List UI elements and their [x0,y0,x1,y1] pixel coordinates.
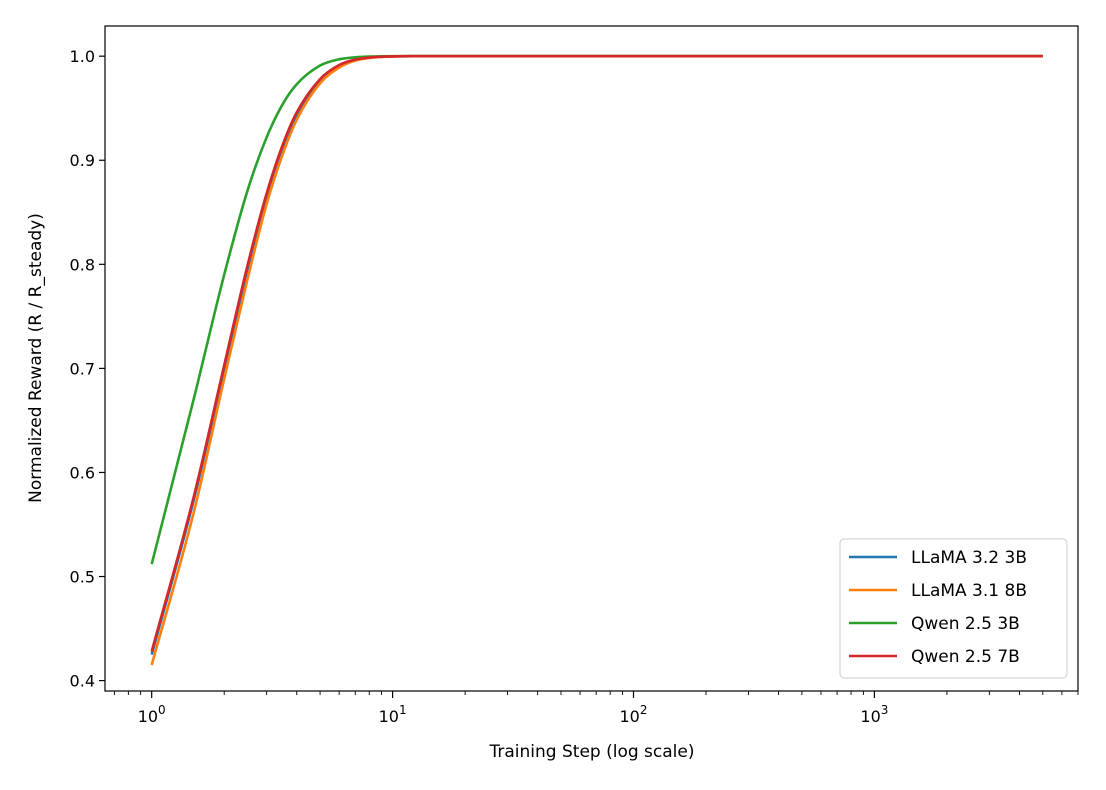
y-tick-label: 0.6 [70,463,95,482]
x-tick-label: 102 [620,703,648,726]
series-layer [150,54,1043,666]
legend-label: Qwen 2.5 3B [911,614,1020,634]
y-tick-label: 0.9 [70,151,95,170]
legend-box [839,538,1068,679]
y-axis-label: Normalized Reward (R / R_steady) [26,213,46,503]
plot-frame [104,25,1079,692]
y-axis: 0.4 0.5 0.6 0.7 0.8 0.9 1.0 [70,47,105,691]
legend-label: Qwen 2.5 7B [911,647,1020,667]
y-tick-label: 0.4 [70,672,95,691]
legend-label: LLaMA 3.1 8B [911,581,1027,601]
x-axis: 100 101 102 103 [113,691,1079,726]
series-line-4 [150,54,1043,652]
legend: LLaMA 3.2 3B LLaMA 3.1 8B Qwen 2.5 3B Qwen … [839,538,1068,679]
y-tick-label: 0.7 [70,359,95,378]
x-tick-label: 103 [860,703,888,726]
x-tick-label: 100 [138,703,166,726]
legend-label: LLaMA 3.2 3B [911,548,1027,568]
y-tick-label: 0.8 [70,255,95,274]
x-tick-label: 101 [379,703,407,726]
y-tick-label: 0.5 [70,568,95,587]
y-tick-label: 1.0 [70,47,95,66]
x-axis-label: Training Step (log scale) [489,742,695,762]
